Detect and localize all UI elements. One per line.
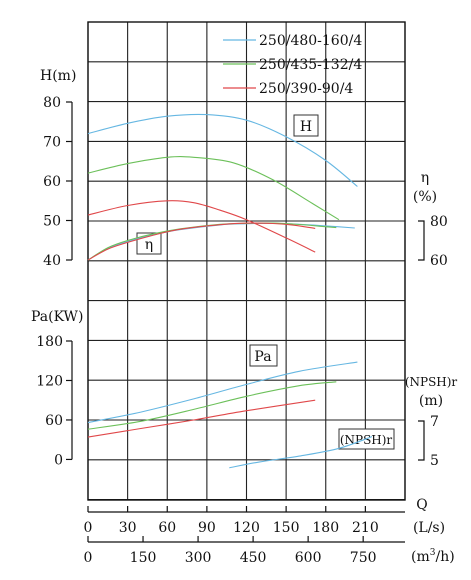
plot-frame bbox=[87, 21, 406, 501]
power-curve-series-3 bbox=[87, 399, 316, 438]
head-tick-60: 60 bbox=[43, 174, 61, 190]
power-axis-ticks: 180 120 60 0 bbox=[36, 334, 73, 468]
power-curve-label: Pa bbox=[249, 344, 278, 367]
svg-text:Pa: Pa bbox=[254, 349, 271, 365]
svg-text:(NPSH)r: (NPSH)r bbox=[340, 433, 393, 447]
legend-label-series-3: 250/390-90/4 bbox=[259, 81, 353, 97]
q-ls-tick-180: 180 bbox=[312, 520, 339, 536]
q-ls-unit: (L/s) bbox=[413, 520, 445, 536]
q-axis-label: Q bbox=[416, 497, 427, 513]
svg-text:η: η bbox=[145, 237, 153, 253]
power-tick-180: 180 bbox=[36, 334, 63, 350]
q-m3h-axis-ticks: 0 150 300 450 600 750 bbox=[84, 536, 377, 566]
legend-label-series-1: 250/480-160/4 bbox=[259, 33, 362, 49]
head-curve-label: H bbox=[293, 114, 319, 137]
efficiency-axis-label: η bbox=[421, 170, 429, 186]
legend-label-series-2: 250/435-132/4 bbox=[259, 57, 362, 73]
head-tick-80: 80 bbox=[43, 95, 61, 111]
q-m3h-tick-150: 150 bbox=[130, 550, 157, 566]
efficiency-axis-unit: (%) bbox=[413, 189, 437, 205]
efficiency-curve-series-3 bbox=[87, 222, 316, 261]
power-curve-series-2 bbox=[87, 381, 337, 430]
curves bbox=[87, 113, 373, 469]
head-tick-70: 70 bbox=[43, 135, 61, 151]
q-ls-tick-0: 0 bbox=[84, 520, 93, 536]
power-tick-120: 120 bbox=[36, 373, 63, 389]
npsh-tick-5: 5 bbox=[430, 453, 439, 469]
legend: 250/480-160/4 250/435-132/4 250/390-90/4 bbox=[223, 33, 362, 97]
svg-text:H: H bbox=[300, 119, 312, 135]
power-tick-60: 60 bbox=[45, 413, 63, 429]
power-curve-series-1 bbox=[87, 361, 358, 424]
q-ls-axis-ticks: 0 30 60 90 120 150 180 210 bbox=[84, 506, 379, 536]
head-tick-40: 40 bbox=[43, 253, 61, 269]
efficiency-tick-60: 60 bbox=[430, 253, 448, 269]
grid bbox=[87, 21, 406, 501]
npsh-tick-7: 7 bbox=[430, 414, 439, 430]
q-m3h-tick-750: 750 bbox=[350, 550, 377, 566]
q-m3h-unit: (m3/h) bbox=[411, 548, 455, 565]
power-tick-0: 0 bbox=[54, 452, 63, 468]
npsh-axis-unit: (m) bbox=[419, 393, 443, 409]
q-ls-tick-210: 210 bbox=[352, 520, 379, 536]
head-curve-series-1 bbox=[87, 113, 358, 187]
q-m3h-tick-600: 600 bbox=[295, 550, 322, 566]
q-ls-tick-60: 60 bbox=[158, 520, 176, 536]
q-m3h-tick-450: 450 bbox=[240, 550, 267, 566]
power-axis-label: Pa(KW) bbox=[31, 309, 83, 325]
q-ls-tick-90: 90 bbox=[198, 520, 216, 536]
npsh-axis-label: (NPSH)r bbox=[405, 375, 458, 389]
head-axis-ticks: 80 70 60 50 40 bbox=[43, 95, 73, 269]
efficiency-tick-80: 80 bbox=[430, 214, 448, 230]
head-curve-series-2 bbox=[87, 156, 340, 221]
efficiency-curve-series-2 bbox=[87, 222, 337, 261]
q-ls-tick-30: 30 bbox=[119, 520, 137, 536]
q-m3h-tick-300: 300 bbox=[185, 550, 212, 566]
head-curve-series-3 bbox=[87, 200, 316, 253]
efficiency-axis-bracket bbox=[418, 220, 425, 261]
npsh-axis-bracket bbox=[418, 420, 425, 461]
q-ls-tick-150: 150 bbox=[273, 520, 300, 536]
head-axis-label: H(m) bbox=[40, 68, 76, 84]
npsh-curve-series-1 bbox=[229, 436, 373, 469]
q-m3h-tick-0: 0 bbox=[84, 550, 93, 566]
q-ls-tick-120: 120 bbox=[233, 520, 260, 536]
head-tick-50: 50 bbox=[43, 214, 61, 230]
